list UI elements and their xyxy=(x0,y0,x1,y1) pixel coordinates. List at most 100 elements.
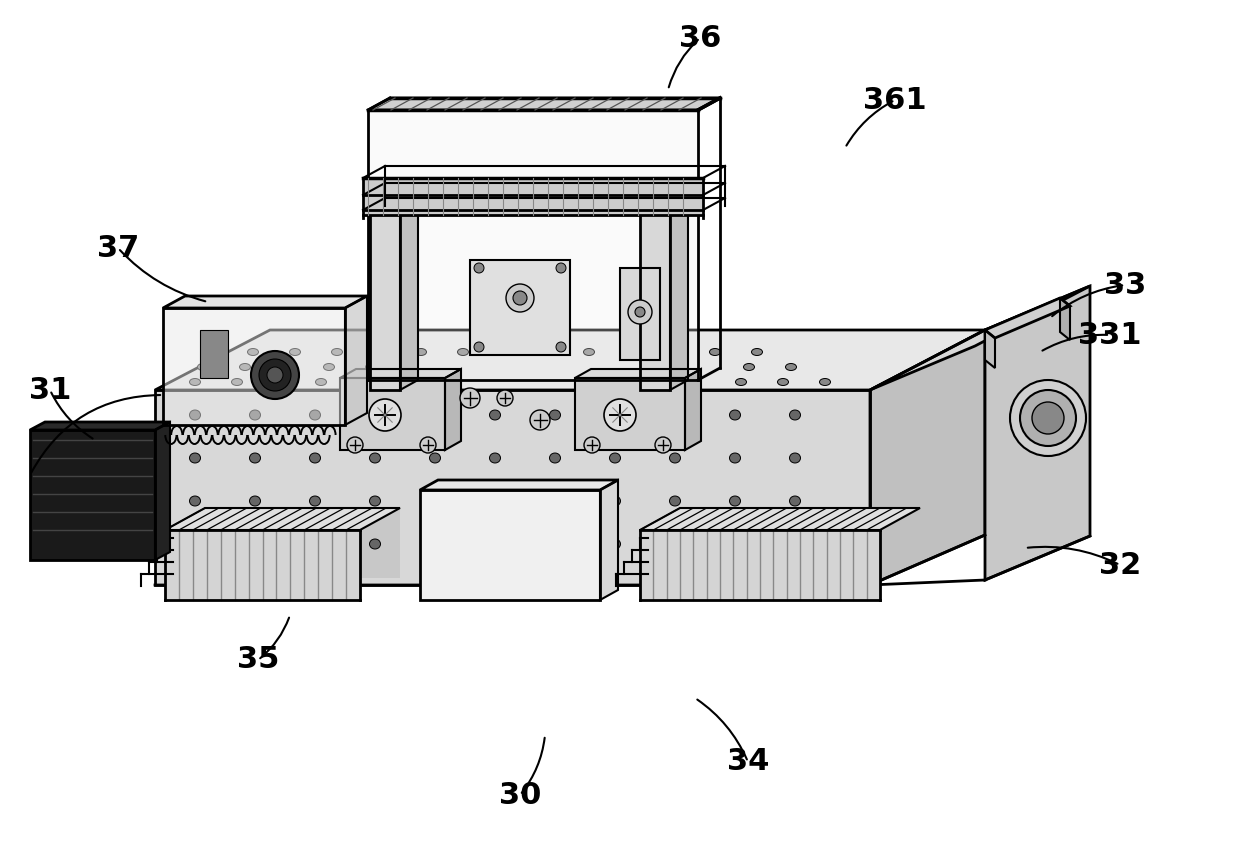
Polygon shape xyxy=(155,330,985,390)
Circle shape xyxy=(460,388,480,408)
Circle shape xyxy=(1021,390,1076,446)
Circle shape xyxy=(556,263,565,273)
Ellipse shape xyxy=(429,453,440,463)
Polygon shape xyxy=(445,369,461,450)
Ellipse shape xyxy=(667,349,678,356)
Ellipse shape xyxy=(370,410,381,420)
Polygon shape xyxy=(870,330,985,585)
Ellipse shape xyxy=(729,496,740,506)
Ellipse shape xyxy=(206,349,217,356)
Ellipse shape xyxy=(310,410,320,420)
Text: 361: 361 xyxy=(863,86,926,115)
Circle shape xyxy=(474,263,484,273)
Polygon shape xyxy=(162,308,345,425)
Ellipse shape xyxy=(429,410,440,420)
Circle shape xyxy=(584,437,600,453)
Polygon shape xyxy=(670,180,688,390)
Ellipse shape xyxy=(610,453,620,463)
Ellipse shape xyxy=(373,349,384,356)
Ellipse shape xyxy=(248,349,258,356)
Ellipse shape xyxy=(197,363,208,370)
Polygon shape xyxy=(1060,298,1070,340)
Text: 31: 31 xyxy=(29,375,71,405)
Ellipse shape xyxy=(490,410,501,420)
Ellipse shape xyxy=(610,496,620,506)
Ellipse shape xyxy=(415,349,427,356)
Text: 32: 32 xyxy=(1099,550,1141,579)
Text: 34: 34 xyxy=(727,747,769,776)
Ellipse shape xyxy=(331,349,342,356)
Ellipse shape xyxy=(357,379,368,386)
Polygon shape xyxy=(368,110,698,380)
Ellipse shape xyxy=(549,496,560,506)
Ellipse shape xyxy=(549,453,560,463)
Text: 36: 36 xyxy=(678,23,722,52)
Ellipse shape xyxy=(249,496,260,506)
Ellipse shape xyxy=(729,410,740,420)
Ellipse shape xyxy=(366,363,377,370)
Text: 30: 30 xyxy=(498,781,541,810)
Ellipse shape xyxy=(310,539,320,549)
Ellipse shape xyxy=(744,363,754,370)
Circle shape xyxy=(556,342,565,352)
Circle shape xyxy=(1032,402,1064,434)
Polygon shape xyxy=(640,508,920,530)
Text: 35: 35 xyxy=(237,645,279,674)
Polygon shape xyxy=(575,369,701,378)
Ellipse shape xyxy=(785,363,796,370)
Polygon shape xyxy=(162,296,367,308)
Polygon shape xyxy=(340,369,461,378)
Polygon shape xyxy=(684,369,701,450)
Polygon shape xyxy=(30,430,155,560)
Ellipse shape xyxy=(670,496,681,506)
Polygon shape xyxy=(985,330,994,368)
Ellipse shape xyxy=(610,539,620,549)
Ellipse shape xyxy=(370,539,381,549)
Ellipse shape xyxy=(751,349,763,356)
Ellipse shape xyxy=(542,349,553,356)
Polygon shape xyxy=(600,480,618,600)
Ellipse shape xyxy=(249,453,260,463)
Ellipse shape xyxy=(549,539,560,549)
Ellipse shape xyxy=(289,349,300,356)
Text: 37: 37 xyxy=(97,233,139,262)
Polygon shape xyxy=(363,178,703,215)
Text: 33: 33 xyxy=(1104,271,1146,299)
Ellipse shape xyxy=(370,496,381,506)
Ellipse shape xyxy=(249,539,260,549)
Ellipse shape xyxy=(190,496,201,506)
Ellipse shape xyxy=(729,539,740,549)
Ellipse shape xyxy=(735,379,746,386)
Polygon shape xyxy=(640,530,880,600)
Ellipse shape xyxy=(500,349,511,356)
Polygon shape xyxy=(205,508,401,578)
Circle shape xyxy=(267,367,283,383)
Polygon shape xyxy=(200,330,228,378)
Ellipse shape xyxy=(274,379,284,386)
Circle shape xyxy=(529,410,551,430)
Ellipse shape xyxy=(490,539,501,549)
Polygon shape xyxy=(985,298,1070,338)
Ellipse shape xyxy=(490,453,501,463)
Ellipse shape xyxy=(670,539,681,549)
Polygon shape xyxy=(420,490,600,600)
Circle shape xyxy=(474,342,484,352)
Ellipse shape xyxy=(584,349,594,356)
Ellipse shape xyxy=(370,453,381,463)
Ellipse shape xyxy=(429,539,440,549)
Circle shape xyxy=(370,399,401,431)
Polygon shape xyxy=(165,530,360,600)
Circle shape xyxy=(420,437,436,453)
Ellipse shape xyxy=(790,496,801,506)
Polygon shape xyxy=(985,286,1090,580)
Polygon shape xyxy=(165,508,401,530)
Circle shape xyxy=(655,437,671,453)
Polygon shape xyxy=(368,98,720,110)
Polygon shape xyxy=(401,180,418,390)
Circle shape xyxy=(604,399,636,431)
Ellipse shape xyxy=(310,453,320,463)
Ellipse shape xyxy=(310,496,320,506)
Ellipse shape xyxy=(190,453,201,463)
Polygon shape xyxy=(870,286,1090,390)
Polygon shape xyxy=(420,480,618,490)
